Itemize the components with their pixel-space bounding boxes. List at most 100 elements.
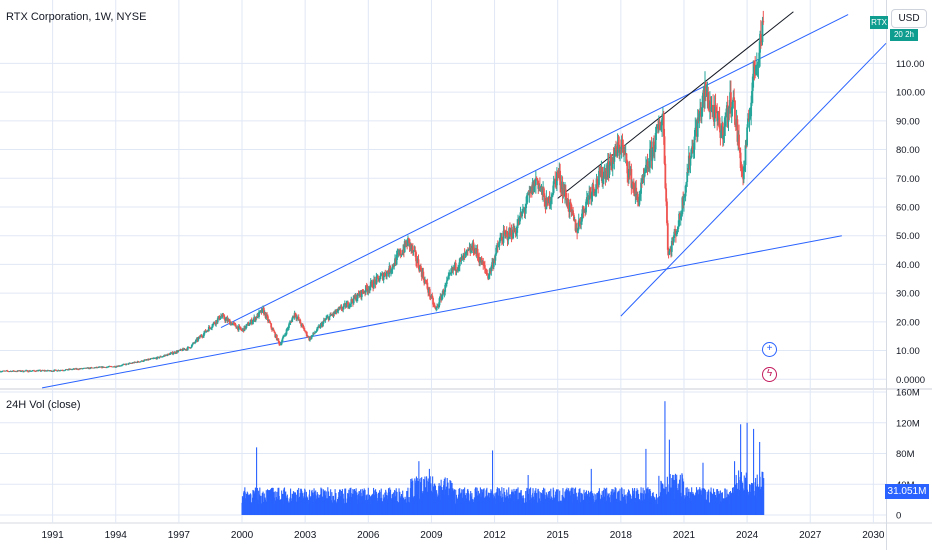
candle-body [26,370,29,372]
candle-body [739,152,742,169]
candle-body [311,335,314,336]
candle-body [207,326,210,332]
candle-body [141,360,144,362]
x-tick-label: 2030 [862,530,885,541]
flash-icon[interactable]: ϟ [762,367,777,382]
candle-body [666,201,668,224]
candle-body [537,180,540,189]
y-tick-label: 100.00 [896,88,925,99]
candle-body [339,307,341,309]
candle-body [426,282,429,289]
currency-button[interactable]: USD [891,9,927,28]
candle-body [173,352,176,354]
candle-body [309,337,311,341]
candle-body [139,361,142,363]
candle-body [493,260,496,262]
candle-body [458,266,460,269]
candle-body [76,368,79,370]
candle-body [336,310,339,313]
candle-body [275,334,278,341]
candle-body [678,213,681,227]
x-tick-label: 1997 [168,530,191,541]
candle-body [465,251,468,253]
candle-body [590,193,593,199]
candle-body [725,115,727,117]
candle-body [588,190,591,200]
candle-body [349,303,352,305]
candle-body [33,370,36,372]
candle-body [285,329,288,335]
candle-body [273,331,276,333]
candle-body [494,254,497,261]
candle-body [432,298,434,305]
candle-body [529,191,532,192]
volume-series [241,401,765,515]
candle-body [216,318,219,323]
candle-body [733,97,736,101]
volume-tick-label: 160M [896,388,920,399]
candle-body [710,107,713,111]
candle-body [114,366,117,368]
candle-body [112,366,115,368]
candle-body [50,370,52,372]
candle-body [538,185,541,188]
candle-body [686,172,689,183]
candle-body [679,216,682,219]
candle-body [247,323,250,326]
candle-body [759,33,762,42]
candle-body [555,171,558,186]
candle-body [375,276,378,285]
x-tick-label: 2000 [231,530,254,541]
candle-body [391,264,394,270]
candle-body [411,246,414,252]
candle-body [396,253,399,255]
candle-body [692,149,695,153]
candle-body [64,369,67,371]
candle-body [107,366,110,368]
candle-body [705,96,708,97]
candle-body [664,163,667,189]
x-tick-label: 1991 [41,530,64,541]
candle-body [40,370,43,372]
candle-body [211,326,213,328]
candle-body [690,149,693,159]
candle-body [513,226,515,232]
candle-body [585,201,587,213]
candle-body [580,221,583,225]
candle-body [449,272,452,274]
candle-body [467,248,470,251]
candle-body [182,348,184,351]
candle-body [745,145,748,147]
candle-body [762,21,765,23]
candle-body [190,347,192,349]
volume-tick-label: 0 [896,511,901,522]
candle-body [143,360,145,362]
candle-body [131,363,133,364]
candle-body [755,65,757,75]
candle-body [495,247,498,255]
candle-body [717,111,720,118]
candle-body [568,202,571,212]
candle-body [636,194,639,202]
candle-body [245,325,247,329]
candle-body [738,147,741,153]
candle-body [21,370,24,372]
candle-body [456,269,459,271]
candle-body [205,331,208,333]
candle-body [19,370,22,372]
candle-body [551,195,553,198]
candle-body [417,259,420,268]
candle-body [759,33,761,53]
candle-body [616,142,619,156]
candle-body [228,320,231,325]
candle-body [266,314,269,317]
candle-body [377,275,379,279]
candle-body [598,170,600,185]
candle-body [280,341,283,345]
candle-body [672,237,675,244]
add-alert-icon[interactable]: + [762,342,777,357]
candle-body [447,275,450,279]
candle-body [357,293,360,295]
candle-body [683,197,685,206]
candle-body [497,246,500,248]
